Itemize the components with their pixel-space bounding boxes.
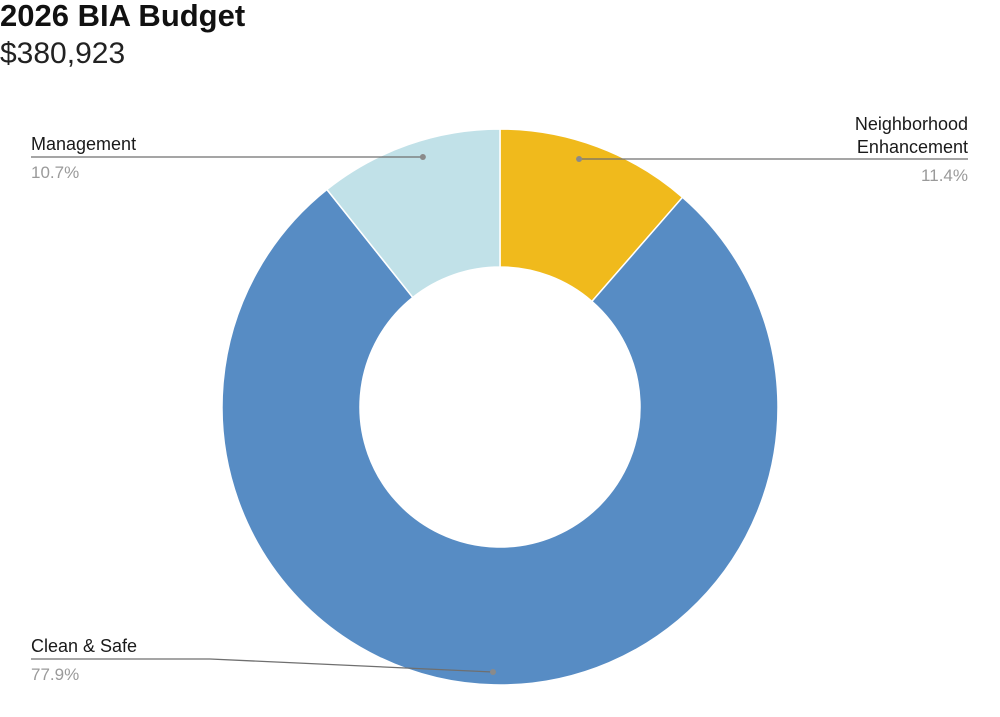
leader-dot-neighborhood xyxy=(576,156,583,162)
label-leaders xyxy=(31,154,968,675)
slice-management xyxy=(325,128,501,299)
slice-clean xyxy=(221,188,779,686)
slice-value-clean: 77.9% xyxy=(31,665,79,684)
slice-label-clean: Clean & Safe xyxy=(31,636,137,656)
slice-value-management: 10.7% xyxy=(31,163,79,182)
chart-subtitle: $380,923 xyxy=(0,37,126,70)
leader-line-clean xyxy=(31,658,494,673)
slice-label-management: Management xyxy=(31,134,136,154)
slice-labels: Neighborhood Enhancement 11.4% Clean & Safe… xyxy=(31,114,968,684)
slice-value-neighborhood: 11.4% xyxy=(921,166,968,185)
leader-dot-management xyxy=(419,154,426,160)
leader-dot-clean xyxy=(490,669,496,675)
slice-label-neighborhood-line1: Neighborhood xyxy=(855,114,968,134)
donut-slices xyxy=(221,128,779,686)
slice-label-neighborhood-line2: Enhancement xyxy=(857,137,968,157)
chart-title: 2026 BIA Budget xyxy=(0,0,246,33)
